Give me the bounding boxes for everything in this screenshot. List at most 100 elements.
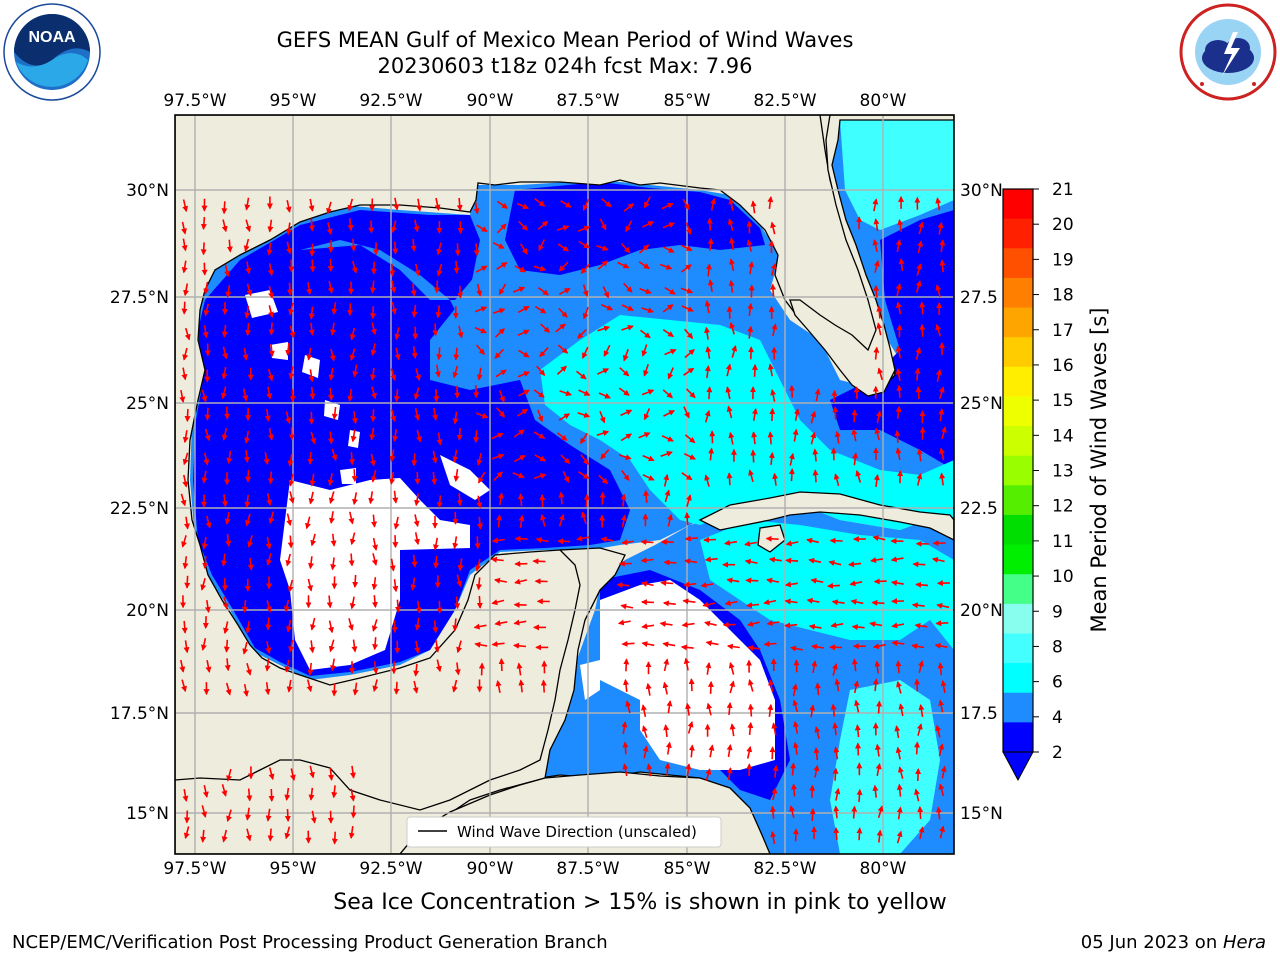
wind-wave-arrow (575, 370, 587, 380)
wind-wave-arrow (513, 642, 527, 649)
wind-wave-arrow (308, 369, 315, 383)
wind-wave-arrow (726, 472, 733, 486)
wind-wave-arrow (202, 555, 209, 569)
sea-ice-note: Sea Ice Concentration > 15% is shown in … (333, 890, 947, 915)
wind-wave-arrow (937, 221, 944, 235)
wind-wave-arrow (179, 659, 186, 673)
wind-wave-arrow (580, 511, 587, 525)
period-6-8-region-central (540, 315, 954, 530)
colorbar-label: Mean Period of Wind Waves [s] (1087, 308, 1111, 633)
wind-wave-arrow (512, 286, 526, 293)
wind-wave-arrow (431, 472, 438, 485)
wind-wave-arrow (308, 306, 315, 320)
wind-wave-arrow (203, 452, 210, 466)
wind-wave-arrow (224, 264, 230, 277)
wind-wave-arrow (641, 623, 655, 630)
wind-wave-arrow (289, 325, 296, 339)
wind-wave-arrow (706, 217, 713, 231)
lat-labels-right: 30°N 27.5 25°N 22.5 20°N 17.5 15°N (960, 181, 1003, 824)
wind-wave-arrow (306, 679, 313, 693)
wind-wave-arrow (327, 280, 334, 294)
wind-wave-arrow (537, 220, 549, 230)
wind-wave-arrow (577, 412, 591, 418)
wind-wave-arrow (598, 392, 611, 399)
wind-wave-arrow (746, 602, 760, 609)
colorbar-tick-label: 9 (1052, 602, 1063, 622)
wind-wave-arrow (204, 428, 211, 442)
wind-wave-arrow (769, 408, 776, 422)
wind-wave-arrow (494, 348, 504, 359)
wind-wave-arrow (872, 678, 879, 692)
wind-wave-arrow (513, 619, 527, 626)
wind-wave-arrow (705, 346, 712, 359)
colorbar-tick-label: 21 (1052, 180, 1074, 200)
legend-label: Wind Wave Direction (unscaled) (457, 823, 697, 841)
wind-wave-arrow (917, 240, 923, 254)
wind-wave-arrow (285, 411, 292, 425)
lon-label-top: 80°W (860, 91, 907, 111)
wind-wave-arrow (919, 301, 926, 315)
wind-wave-arrow (661, 435, 674, 442)
map-legend: Wind Wave Direction (unscaled) (406, 816, 722, 848)
wind-wave-arrow (707, 680, 714, 694)
wind-wave-arrow (873, 346, 880, 360)
wind-wave-arrow (767, 703, 774, 717)
wind-wave-arrow (265, 808, 272, 822)
wind-wave-arrow (352, 682, 359, 696)
wind-wave-arrow (433, 555, 440, 569)
wind-wave-arrow (556, 225, 570, 231)
wind-wave-arrow (854, 699, 860, 713)
wind-wave-arrow (201, 805, 208, 818)
wind-wave-arrow (475, 344, 485, 356)
wind-wave-arrow (896, 830, 903, 844)
wind-wave-arrow (221, 428, 228, 441)
wind-wave-arrow (662, 389, 673, 399)
wind-wave-arrow (747, 721, 754, 735)
wind-wave-arrow (767, 196, 774, 210)
wind-wave-arrow (659, 263, 673, 270)
wind-wave-arrow (916, 448, 923, 462)
wind-wave-arrow (667, 513, 673, 527)
wind-wave-arrow (791, 683, 798, 697)
wind-wave-arrow (809, 784, 816, 798)
wind-wave-arrow (851, 624, 865, 631)
wind-wave-arrow (498, 390, 505, 403)
wind-wave-arrow (874, 743, 881, 757)
wind-wave-arrow (226, 239, 233, 253)
footer-date-text: 05 Jun 2023 on (1080, 932, 1223, 953)
wind-wave-arrow (204, 407, 211, 421)
wind-wave-arrow (307, 578, 313, 592)
wind-wave-arrow (369, 453, 376, 467)
wind-wave-arrow (935, 724, 942, 738)
wind-wave-arrow (683, 406, 690, 419)
wind-wave-arrow (897, 219, 904, 233)
wind-wave-arrow (598, 474, 609, 485)
wind-wave-arrow (326, 595, 333, 609)
wind-wave-arrow (288, 473, 295, 487)
wind-wave-arrow (643, 489, 650, 503)
wind-wave-arrow (432, 620, 439, 634)
wind-wave-arrow (578, 389, 591, 396)
wind-wave-arrow (201, 536, 208, 550)
wind-wave-arrow (704, 326, 711, 340)
wind-wave-arrow (491, 432, 504, 440)
wind-wave-arrow (896, 806, 903, 820)
wind-wave-arrow (939, 825, 945, 839)
wind-wave-arrow (308, 556, 315, 570)
wind-wave-arrow (808, 623, 822, 630)
wind-wave-arrow (681, 305, 694, 312)
wind-wave-arrow (456, 493, 463, 507)
wind-wave-arrow (267, 427, 274, 441)
wind-wave-arrow (518, 679, 525, 693)
wind-wave-arrow (939, 239, 946, 253)
wind-wave-arrow (686, 388, 696, 399)
wind-wave-arrow (182, 556, 189, 570)
wind-wave-arrow (747, 644, 761, 651)
wind-wave-arrow (331, 448, 338, 462)
colorbar-band (1003, 455, 1033, 486)
wind-wave-arrow (221, 784, 228, 797)
lon-label-top: 85°W (664, 91, 711, 111)
wind-wave-arrow (347, 303, 354, 317)
colorbar-band (1003, 514, 1033, 546)
wind-wave-arrow (850, 599, 864, 605)
